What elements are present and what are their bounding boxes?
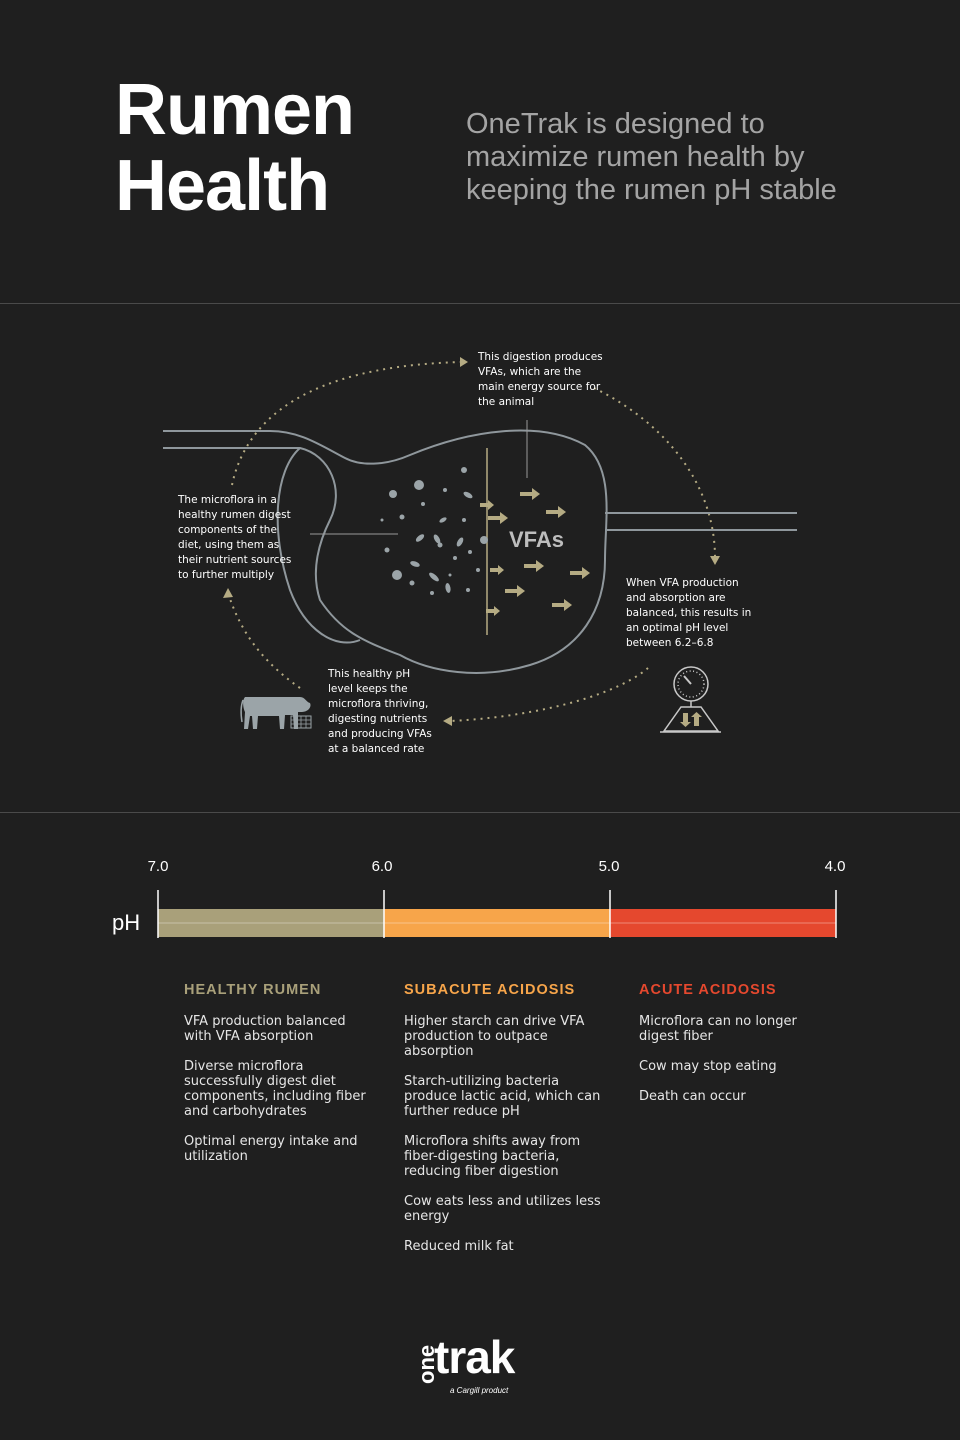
zone-item: Cow eats less and utilizes less energy xyxy=(404,1194,601,1224)
ph-segment xyxy=(610,909,836,937)
balance-arrows xyxy=(680,712,702,727)
ph-axis-label: pH xyxy=(112,910,141,935)
cycle-arrow-icon xyxy=(227,361,716,722)
page-title: Rumen Health xyxy=(115,72,435,224)
cycle-arrowheads xyxy=(223,357,720,726)
logo-tagline: a Cargill product xyxy=(450,1386,509,1395)
zone-item: Starch-utilizing bacteria produce lactic… xyxy=(404,1074,601,1119)
ph-segment xyxy=(384,909,610,937)
zone-item: Diverse microflora successfully digest d… xyxy=(184,1059,366,1119)
ph-tick-label: 4.0 xyxy=(824,858,846,875)
logo-trak: trak xyxy=(434,1331,515,1383)
rumen-cycle-svg xyxy=(163,357,797,733)
note-vfa-production: This digestion produces VFAs, which are … xyxy=(478,351,603,408)
zone-title: SUBACUTE ACIDOSIS xyxy=(404,982,576,998)
ph-segment xyxy=(158,909,384,937)
zone-item: Reduced milk fat xyxy=(404,1239,514,1254)
note-optimal-ph: When VFA production and absorption are b… xyxy=(626,577,752,649)
title-line-1: Rumen xyxy=(115,70,355,150)
title-line-2: Health xyxy=(115,146,330,226)
ph-gauge-icon xyxy=(660,666,721,733)
zone-acute-acidosis: ACUTE ACIDOSIS Microflora can no longer … xyxy=(639,982,839,1119)
zone-item: Higher starch can drive VFA production t… xyxy=(404,1014,585,1059)
vfa-arrow-icon xyxy=(480,488,590,616)
rumen-icon xyxy=(163,429,797,674)
zone-healthy-rumen: HEALTHY RUMEN VFA production balanced wi… xyxy=(184,982,374,1179)
microflora-icon xyxy=(380,467,488,595)
vfa-label: VFAs xyxy=(509,527,565,552)
zone-item: Optimal energy intake and utilization xyxy=(184,1134,358,1164)
cow-icon xyxy=(240,697,312,729)
note-healthy-ph: This healthy pH level keeps the microflo… xyxy=(328,668,432,755)
ph-tick-label: 6.0 xyxy=(371,858,393,875)
zone-title: ACUTE ACIDOSIS xyxy=(639,982,777,998)
zone-title: HEALTHY RUMEN xyxy=(184,982,322,998)
zone-item: Death can occur xyxy=(639,1089,746,1104)
ph-scale-bar xyxy=(157,890,837,938)
ph-tick-label: 7.0 xyxy=(147,858,169,875)
zone-subacute-acidosis: SUBACUTE ACIDOSIS Higher starch can driv… xyxy=(404,982,604,1269)
page-subtitle: OneTrak is designed to maximize rumen he… xyxy=(466,108,837,206)
zone-item: Microflora shifts away from fiber-digest… xyxy=(404,1134,581,1179)
onetrak-logo: one trak a Cargill product xyxy=(414,1332,554,1402)
divider-bottom xyxy=(0,812,960,813)
zone-item: Cow may stop eating xyxy=(639,1059,777,1074)
note-microflora-digest: The microflora in a healthy rumen digest… xyxy=(178,494,292,581)
ph-tick-label: 5.0 xyxy=(598,858,620,875)
zone-item: VFA production balanced with VFA absorpt… xyxy=(184,1014,346,1044)
divider-top xyxy=(0,303,960,304)
zone-item: Microflora can no longer digest fiber xyxy=(639,1014,797,1044)
rumen-diagram: VFAs This digestion produces VFAs, which… xyxy=(0,304,960,812)
